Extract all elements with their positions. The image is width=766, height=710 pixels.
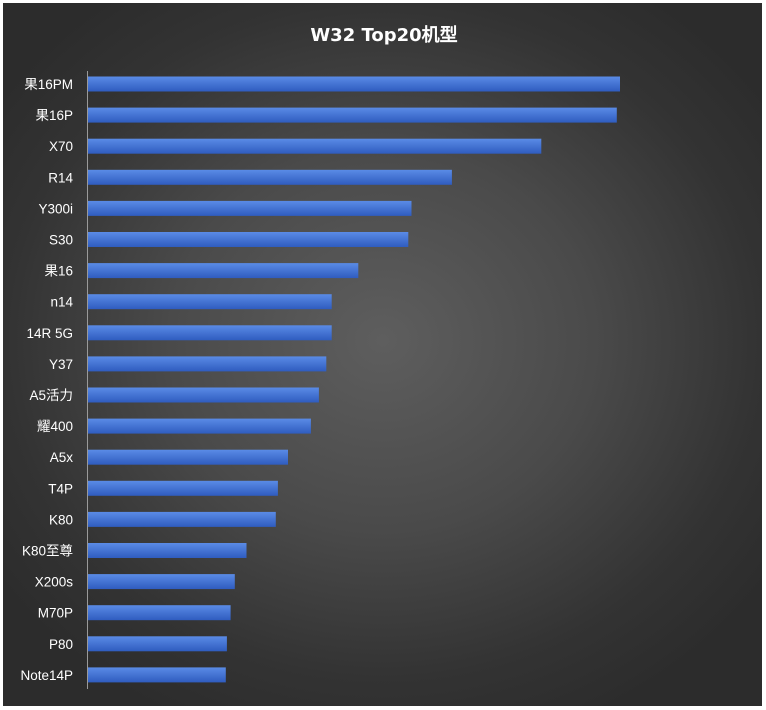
bar — [88, 574, 235, 590]
category-label: K80 — [49, 512, 73, 527]
category-label: 果16PM — [24, 77, 73, 92]
category-label: A5x — [50, 450, 74, 465]
category-label: Note14P — [20, 668, 73, 683]
bar — [88, 605, 231, 621]
bar — [88, 232, 409, 247]
bars-group — [88, 76, 620, 683]
category-label: R14 — [48, 170, 73, 185]
bar — [88, 138, 542, 154]
category-label: X200s — [35, 575, 74, 590]
chart-title: W32 Top20机型 — [310, 24, 457, 46]
category-label: X70 — [49, 139, 73, 154]
category-label: T4P — [48, 481, 73, 496]
bar — [88, 418, 311, 434]
category-label: A5活力 — [29, 388, 73, 403]
bar — [88, 636, 227, 652]
bar — [88, 667, 226, 683]
bar — [88, 480, 278, 496]
bar — [88, 263, 359, 279]
category-label: 果16 — [44, 264, 73, 279]
category-label: M70P — [38, 606, 73, 621]
category-label: Y300i — [38, 201, 73, 216]
category-labels: 果16PM 果16P X70 R14 Y300i S30 果16 n14 14R 5G Y37 A5… — [20, 77, 73, 683]
bar — [88, 200, 412, 216]
chart-background: W32 Top20机型 果16PM 果16P X70 R14 Y300i S30 果16 n1… — [3, 3, 762, 706]
category-label: 耀400 — [37, 419, 73, 434]
category-label: Y37 — [49, 357, 73, 372]
category-label: K80至尊 — [22, 544, 73, 559]
bar — [88, 76, 620, 92]
bar — [88, 325, 332, 341]
bar — [88, 356, 327, 372]
category-label: 果16P — [35, 108, 73, 123]
bar — [88, 169, 452, 185]
category-label: S30 — [49, 233, 73, 248]
bar — [88, 511, 276, 527]
bar — [88, 387, 319, 403]
bar — [88, 294, 332, 310]
category-label: n14 — [50, 295, 73, 310]
category-label: 14R 5G — [26, 326, 73, 341]
bar — [88, 449, 288, 465]
category-label: P80 — [49, 637, 73, 652]
bar — [88, 543, 247, 558]
bar-chart: W32 Top20机型 果16PM 果16P X70 R14 Y300i S30 果16 n1… — [20, 24, 620, 689]
bar — [88, 107, 617, 123]
